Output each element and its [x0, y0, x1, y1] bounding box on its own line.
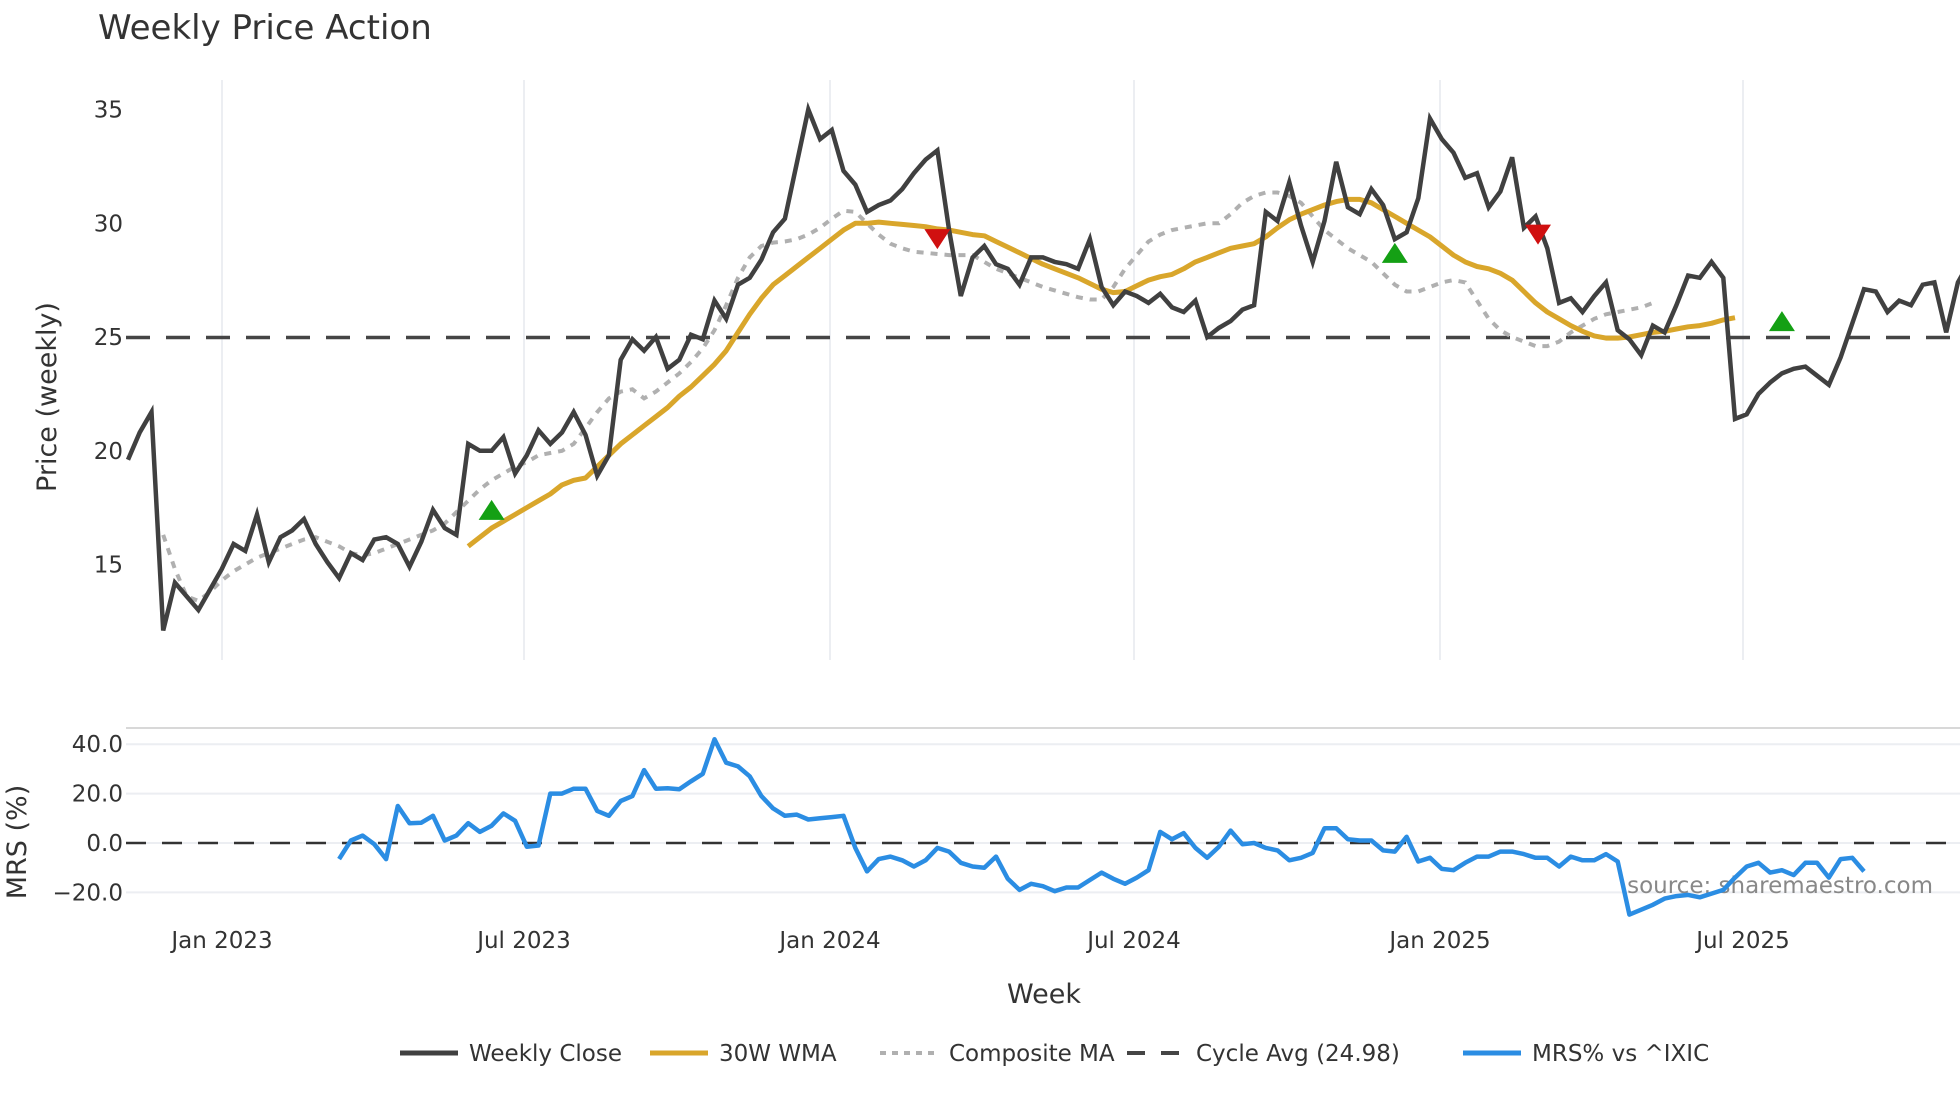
x-tick-label: Jul 2023: [475, 928, 571, 954]
mrs-y-gridlines: [126, 743, 1960, 894]
mrs-y-axis-title: MRS (%): [2, 785, 33, 900]
chart-title: Weekly Price Action: [98, 8, 432, 48]
legend-label: 30W WMA: [719, 1041, 837, 1067]
legend-label: Weekly Close: [469, 1041, 622, 1067]
mrs-panel: 40.020.00.0−20.0 MRS (%) source: sharema…: [2, 727, 1960, 917]
price-y-tick-label: 15: [94, 553, 123, 579]
weekly-close-line: [125, 101, 1960, 632]
price-x-gridlines: [221, 80, 1744, 660]
buy-signal-marker: [478, 499, 505, 520]
price-y-axis-ticks: 35 30 25 20 15: [94, 98, 123, 579]
mrs-line: [337, 737, 1866, 917]
mrs-y-axis-ticks: 40.0 20.0 0.0 −20.0: [53, 732, 123, 906]
price-y-tick-label: 25: [94, 325, 123, 351]
legend-label: Cycle Avg (24.98): [1196, 1041, 1400, 1067]
x-axis-ticks: Jan 2023 Jul 2023 Jan 2024 Jul 2024 Jan 2025…: [169, 928, 1789, 954]
price-y-tick-label: 20: [94, 439, 123, 465]
mrs-y-tick-label: 0.0: [86, 831, 123, 857]
price-y-axis-title: Price (weekly): [32, 302, 63, 492]
mrs-y-tick-label: −20.0: [53, 880, 123, 906]
x-tick-label: Jan 2024: [777, 928, 880, 954]
legend: Weekly Close 30W WMA Composite MA Cycle Avg…: [400, 1041, 1709, 1067]
composite-ma-line: [161, 190, 1654, 604]
mrs-y-tick-label: 40.0: [72, 732, 123, 758]
price-y-tick-label: 30: [94, 211, 123, 237]
x-tick-label: Jan 2023: [169, 928, 272, 954]
legend-label: Composite MA: [949, 1041, 1115, 1067]
price-panel: 35 30 25 20 15 Price (weekly): [32, 80, 1960, 660]
sell-signal-marker: [924, 229, 951, 250]
wma-30w-line: [466, 196, 1736, 549]
x-tick-label: Jul 2024: [1085, 928, 1181, 954]
x-axis-title: Week: [1007, 979, 1081, 1010]
legend-label: MRS% vs ^IXIC: [1532, 1041, 1709, 1067]
price-y-tick-label: 35: [94, 98, 123, 124]
buy-signal-marker: [1768, 311, 1795, 332]
sell-signal-marker: [1525, 224, 1551, 245]
x-tick-label: Jan 2025: [1387, 928, 1490, 954]
mrs-y-tick-label: 20.0: [72, 782, 123, 808]
signal-markers: [478, 224, 1795, 520]
x-tick-label: Jul 2025: [1694, 928, 1790, 954]
buy-signal-marker: [1381, 242, 1408, 263]
